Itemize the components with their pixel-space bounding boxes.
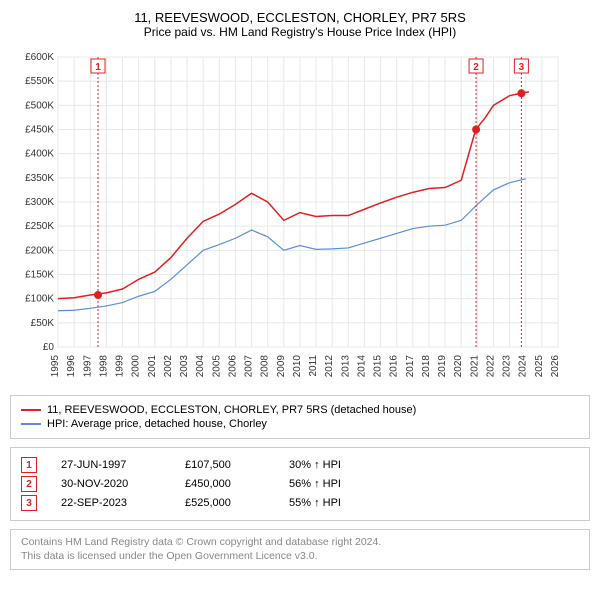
sale-date: 27-JUN-1997 [61, 459, 161, 471]
license-box: Contains HM Land Registry data © Crown c… [10, 529, 590, 570]
line-chart: £0 £50K £100K £150K £200K £250K £300K £350K £400… [10, 47, 570, 387]
svg-text:2021: 2021 [469, 355, 480, 378]
svg-text:£300K: £300K [25, 197, 54, 208]
svg-text:£400K: £400K [25, 149, 54, 160]
svg-text:2016: 2016 [389, 355, 400, 378]
sale-pct: 55% ↑ HPI [289, 497, 341, 509]
license-line2: This data is licensed under the Open Gov… [21, 550, 579, 564]
legend-item: HPI: Average price, detached house, Chor… [21, 418, 579, 430]
svg-text:£150K: £150K [25, 270, 54, 281]
svg-text:1996: 1996 [66, 355, 77, 378]
svg-text:1995: 1995 [50, 355, 61, 378]
svg-text:2: 2 [473, 62, 479, 73]
sales-table: 1 27-JUN-1997 £107,500 30% ↑ HPI 2 30-NOV… [10, 447, 590, 521]
license-line1: Contains HM Land Registry data © Crown c… [21, 536, 579, 550]
sale-row: 2 30-NOV-2020 £450,000 56% ↑ HPI [21, 476, 579, 492]
svg-text:2009: 2009 [276, 355, 287, 378]
legend-item: 11, REEVESWOOD, ECCLESTON, CHORLEY, PR7 … [21, 404, 579, 416]
svg-text:£250K: £250K [25, 221, 54, 232]
legend-label: 11, REEVESWOOD, ECCLESTON, CHORLEY, PR7 … [47, 404, 416, 416]
svg-text:1997: 1997 [82, 355, 93, 378]
sale-pct: 30% ↑ HPI [289, 459, 341, 471]
svg-text:£550K: £550K [25, 76, 54, 87]
svg-text:2000: 2000 [131, 355, 142, 378]
svg-text:2006: 2006 [227, 355, 238, 378]
svg-text:2001: 2001 [147, 355, 158, 378]
svg-text:2018: 2018 [421, 355, 432, 378]
legend-label: HPI: Average price, detached house, Chor… [47, 418, 267, 430]
svg-text:2013: 2013 [340, 355, 351, 378]
svg-text:2010: 2010 [292, 355, 303, 378]
sale-marker: 1 [21, 457, 37, 473]
svg-text:2007: 2007 [244, 355, 255, 378]
sale-price: £525,000 [185, 497, 265, 509]
svg-text:2025: 2025 [534, 355, 545, 378]
sale-row: 1 27-JUN-1997 £107,500 30% ↑ HPI [21, 457, 579, 473]
svg-text:2003: 2003 [179, 355, 190, 378]
svg-text:2017: 2017 [405, 355, 416, 378]
sale-marker: 2 [21, 476, 37, 492]
svg-text:2023: 2023 [502, 355, 513, 378]
svg-text:1999: 1999 [115, 355, 126, 378]
svg-text:2020: 2020 [453, 355, 464, 378]
chart-title: 11, REEVESWOOD, ECCLESTON, CHORLEY, PR7 … [10, 10, 590, 25]
legend-swatch [21, 423, 41, 425]
sale-row: 3 22-SEP-2023 £525,000 55% ↑ HPI [21, 495, 579, 511]
svg-text:£450K: £450K [25, 125, 54, 136]
svg-text:£0: £0 [43, 342, 55, 353]
svg-text:2004: 2004 [195, 355, 206, 378]
svg-text:2026: 2026 [550, 355, 561, 378]
svg-text:1998: 1998 [98, 355, 109, 378]
legend-swatch [21, 409, 41, 411]
svg-text:£100K: £100K [25, 294, 54, 305]
svg-text:£500K: £500K [25, 100, 54, 111]
legend-box: 11, REEVESWOOD, ECCLESTON, CHORLEY, PR7 … [10, 395, 590, 439]
svg-text:2019: 2019 [437, 355, 448, 378]
svg-text:£200K: £200K [25, 245, 54, 256]
svg-text:2015: 2015 [373, 355, 384, 378]
sale-date: 22-SEP-2023 [61, 497, 161, 509]
svg-text:2002: 2002 [163, 355, 174, 378]
svg-text:2022: 2022 [485, 355, 496, 378]
svg-text:2008: 2008 [260, 355, 271, 378]
svg-text:2014: 2014 [356, 355, 367, 378]
svg-text:1: 1 [95, 62, 101, 73]
sale-price: £107,500 [185, 459, 265, 471]
chart-title-block: 11, REEVESWOOD, ECCLESTON, CHORLEY, PR7 … [10, 10, 590, 39]
svg-text:£50K: £50K [31, 318, 55, 329]
svg-text:2011: 2011 [308, 355, 319, 377]
chart-subtitle: Price paid vs. HM Land Registry's House … [10, 25, 590, 39]
svg-text:3: 3 [519, 62, 525, 73]
sale-price: £450,000 [185, 478, 265, 490]
sale-marker: 3 [21, 495, 37, 511]
chart-container: £0 £50K £100K £150K £200K £250K £300K £350K £400… [10, 47, 590, 387]
sale-date: 30-NOV-2020 [61, 478, 161, 490]
svg-text:2005: 2005 [211, 355, 222, 378]
svg-text:£350K: £350K [25, 173, 54, 184]
sale-pct: 56% ↑ HPI [289, 478, 341, 490]
svg-text:£600K: £600K [25, 52, 54, 63]
svg-text:2024: 2024 [518, 355, 529, 378]
svg-text:2012: 2012 [324, 355, 335, 378]
